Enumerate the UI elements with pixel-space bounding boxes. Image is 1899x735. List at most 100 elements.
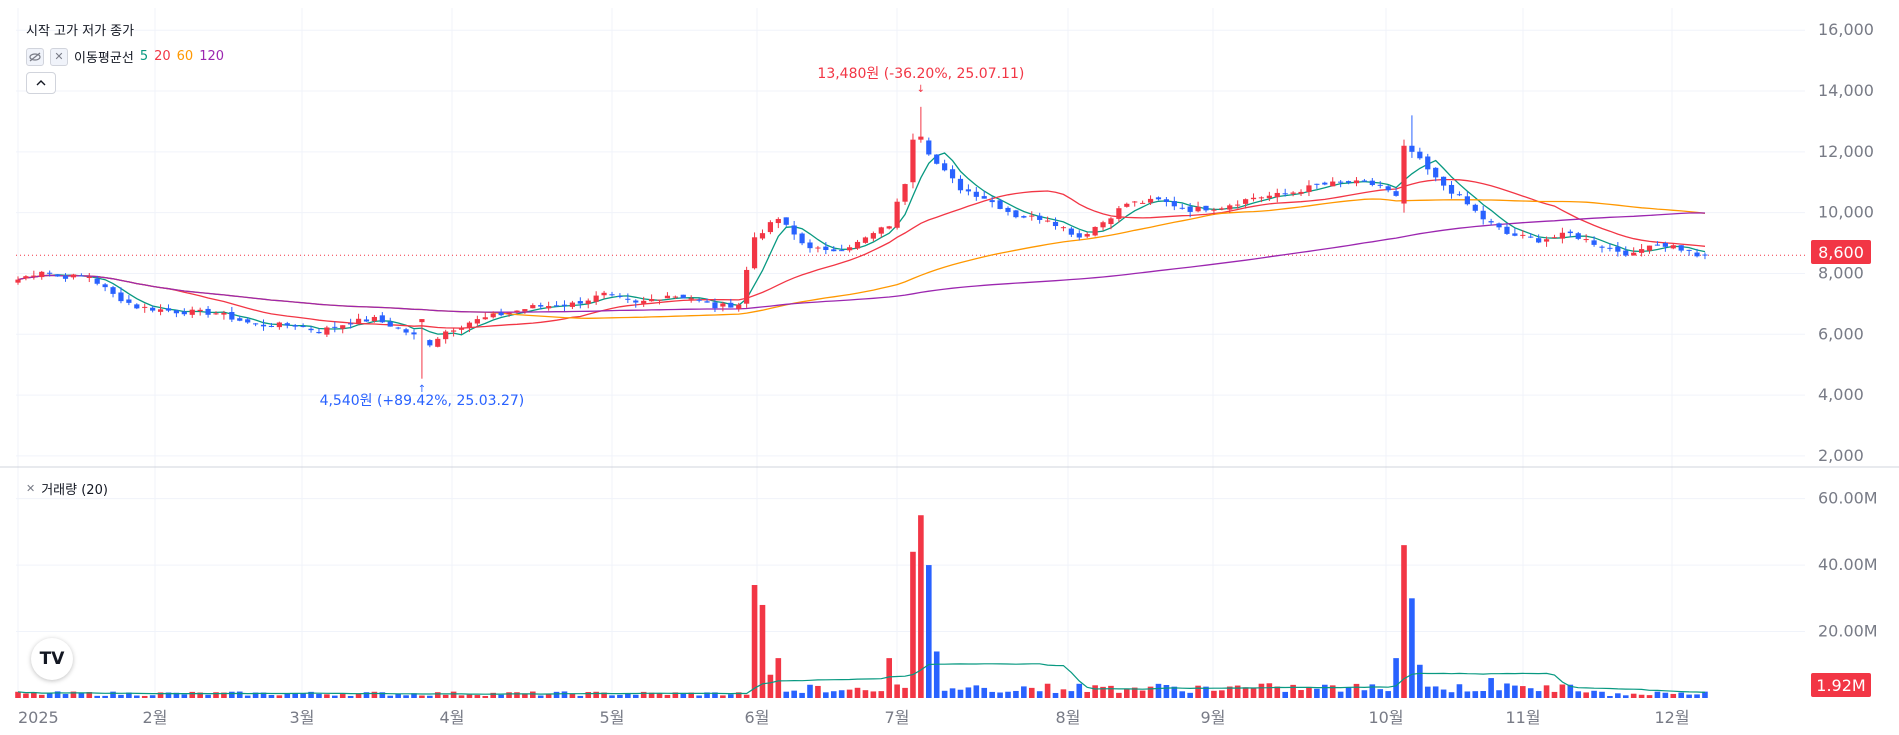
- volume-bar: [1424, 686, 1431, 698]
- price-tick-label: 14,000: [1818, 81, 1874, 100]
- volume-bar: [1678, 692, 1684, 698]
- candle-body: [316, 331, 322, 334]
- volume-bar: [1036, 691, 1043, 698]
- candle-body: [62, 275, 69, 279]
- volume-bar: [1409, 598, 1415, 698]
- volume-bar: [949, 688, 956, 698]
- volume-bar: [1187, 692, 1193, 698]
- candle-body: [617, 295, 623, 297]
- ma-120-line: [17, 212, 1706, 313]
- price-axis: 16,000 14,000 12,000 10,000 8,000 6,000 4,000 2…: [1818, 20, 1874, 465]
- candle-body: [585, 300, 591, 304]
- volume-bar: [862, 690, 869, 698]
- volume-bar: [1702, 691, 1708, 698]
- volume-bar: [490, 692, 496, 698]
- chevron-up-icon[interactable]: [26, 72, 56, 94]
- volume-bar: [1520, 686, 1526, 698]
- volume-bar: [15, 691, 21, 698]
- time-tick-label: 8월: [1056, 708, 1081, 727]
- volume-bar: [1100, 686, 1106, 698]
- candle-body: [957, 178, 964, 191]
- volume-bar: [1226, 686, 1233, 698]
- volume-ma-line: [17, 663, 1706, 695]
- candle-body: [1567, 231, 1573, 234]
- volume-bar: [1599, 691, 1605, 698]
- volume-bar: [1171, 686, 1178, 698]
- volume-bar: [197, 692, 203, 698]
- time-tick-label: 3월: [290, 708, 315, 727]
- candle-body: [1068, 228, 1074, 235]
- volume-bar: [419, 695, 425, 698]
- time-tick-label: 7월: [885, 708, 910, 727]
- volume-bar: [221, 692, 227, 698]
- volume-bar: [1322, 684, 1328, 698]
- volume-bar: [46, 693, 53, 698]
- candle-body: [245, 319, 251, 323]
- volume-bar: [379, 692, 386, 698]
- candle-body: [387, 321, 393, 327]
- candle-body: [1330, 181, 1336, 187]
- volume-bar: [268, 694, 275, 698]
- candle-body: [31, 275, 37, 277]
- candle-body: [157, 309, 164, 312]
- volume-bar: [371, 691, 378, 698]
- close-icon[interactable]: ✕: [50, 47, 68, 66]
- volume-bar: [181, 694, 188, 698]
- candle-body: [553, 305, 560, 307]
- candle-body: [284, 323, 290, 326]
- candle-body: [1536, 238, 1542, 243]
- volume-bar: [134, 695, 140, 698]
- candle-body: [783, 217, 789, 225]
- volume-bar: [807, 684, 813, 698]
- candle-body: [965, 189, 971, 192]
- candle-body: [862, 237, 869, 243]
- candle-body: [39, 271, 45, 278]
- volume-bar: [427, 695, 433, 698]
- volume-bar: [965, 687, 972, 698]
- volume-bar: [411, 693, 417, 698]
- volume-bar: [1314, 688, 1320, 698]
- volume-bar: [1124, 688, 1130, 698]
- volume-bar: [363, 692, 370, 698]
- volume-bar: [1345, 687, 1352, 698]
- eye-hidden-icon[interactable]: [26, 47, 44, 66]
- tradingview-logo[interactable]: TV: [31, 638, 73, 680]
- candle-body: [1100, 222, 1106, 228]
- candle-body: [1037, 215, 1043, 220]
- volume-bar: [1298, 690, 1304, 698]
- candle-body: [878, 227, 884, 234]
- volume-bar: [434, 692, 441, 698]
- volume-bar: [308, 691, 314, 698]
- volume-bar: [1432, 686, 1439, 698]
- candle-body: [1654, 244, 1661, 246]
- candle-body: [1385, 186, 1391, 191]
- candle-body: [1219, 208, 1225, 210]
- volume-bar: [1496, 690, 1502, 698]
- candle-body: [1338, 181, 1344, 183]
- candle-body: [411, 332, 417, 335]
- volume-bar: [1480, 691, 1486, 698]
- candle-body: [1488, 221, 1494, 223]
- candle-body: [1409, 145, 1415, 152]
- candle-body: [221, 312, 227, 315]
- candle-body: [1623, 250, 1629, 256]
- volume-bar: [292, 693, 298, 698]
- volume-bar: [704, 692, 710, 698]
- volume-bar: [165, 692, 172, 698]
- time-tick-label: 10월: [1368, 708, 1403, 727]
- volume-bar: [1385, 691, 1391, 698]
- volume-bar: [110, 691, 116, 698]
- candle-body: [894, 201, 900, 228]
- volume-bar: [332, 695, 338, 698]
- volume-bar: [751, 585, 758, 698]
- volume-bar: [1274, 686, 1281, 698]
- candle-body: [1005, 207, 1011, 212]
- candle-body: [94, 278, 100, 284]
- candle-body: [609, 294, 615, 296]
- close-icon[interactable]: ✕: [26, 482, 36, 495]
- low-annotation: 4,540원 (+89.42%, 25.03.27): [320, 393, 525, 409]
- volume-bar: [997, 692, 1003, 698]
- volume-bar: [1234, 685, 1241, 698]
- volume-bar: [609, 695, 615, 698]
